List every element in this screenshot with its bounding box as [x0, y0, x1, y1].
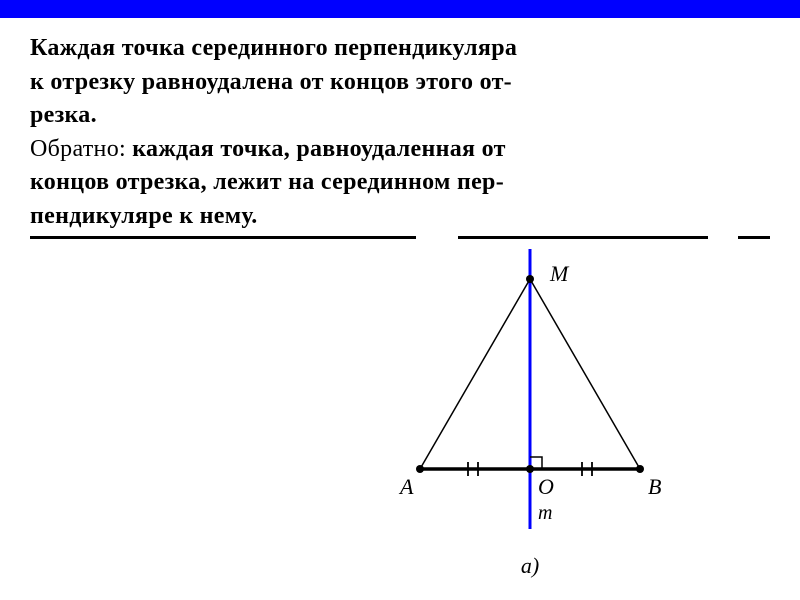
point-m [526, 275, 534, 283]
top-accent-bar [0, 0, 800, 18]
label-line-m: m [538, 502, 552, 524]
label-a: A [398, 474, 414, 499]
theorem-line-4: каждая точка, равноудаленная от [132, 136, 505, 162]
theorem-line-6: пендикуляре к нему. [30, 203, 258, 229]
point-o [526, 465, 534, 473]
side-mb [530, 279, 640, 469]
label-m: M [549, 261, 570, 286]
content-area: Каждая точка серединного перпендикуляра … [0, 18, 800, 234]
geometry-diagram: M A O B m [360, 249, 700, 549]
side-ma [420, 279, 530, 469]
label-o: O [538, 474, 554, 499]
point-b [636, 465, 644, 473]
theorem-line-3: резка. [30, 102, 97, 128]
theorem-line-2: к отрезку равноудалена от концов этого о… [30, 69, 512, 95]
theorem-statement: Каждая точка серединного перпендикуляра … [30, 32, 770, 234]
point-a [416, 465, 424, 473]
theorem-line-5: концов отрезка, лежит на серединном пер- [30, 169, 504, 195]
diagram-sublabel: а) [130, 553, 800, 579]
theorem-line-1: Каждая точка серединного перпендикуляра [30, 35, 517, 61]
underline-bar [30, 236, 770, 239]
underline-gap-2 [708, 235, 738, 240]
underline-gap-1 [416, 235, 458, 240]
converse-label: Обратно: [30, 136, 132, 162]
label-b: B [648, 474, 661, 499]
diagram-svg: M A O B m [360, 249, 700, 529]
